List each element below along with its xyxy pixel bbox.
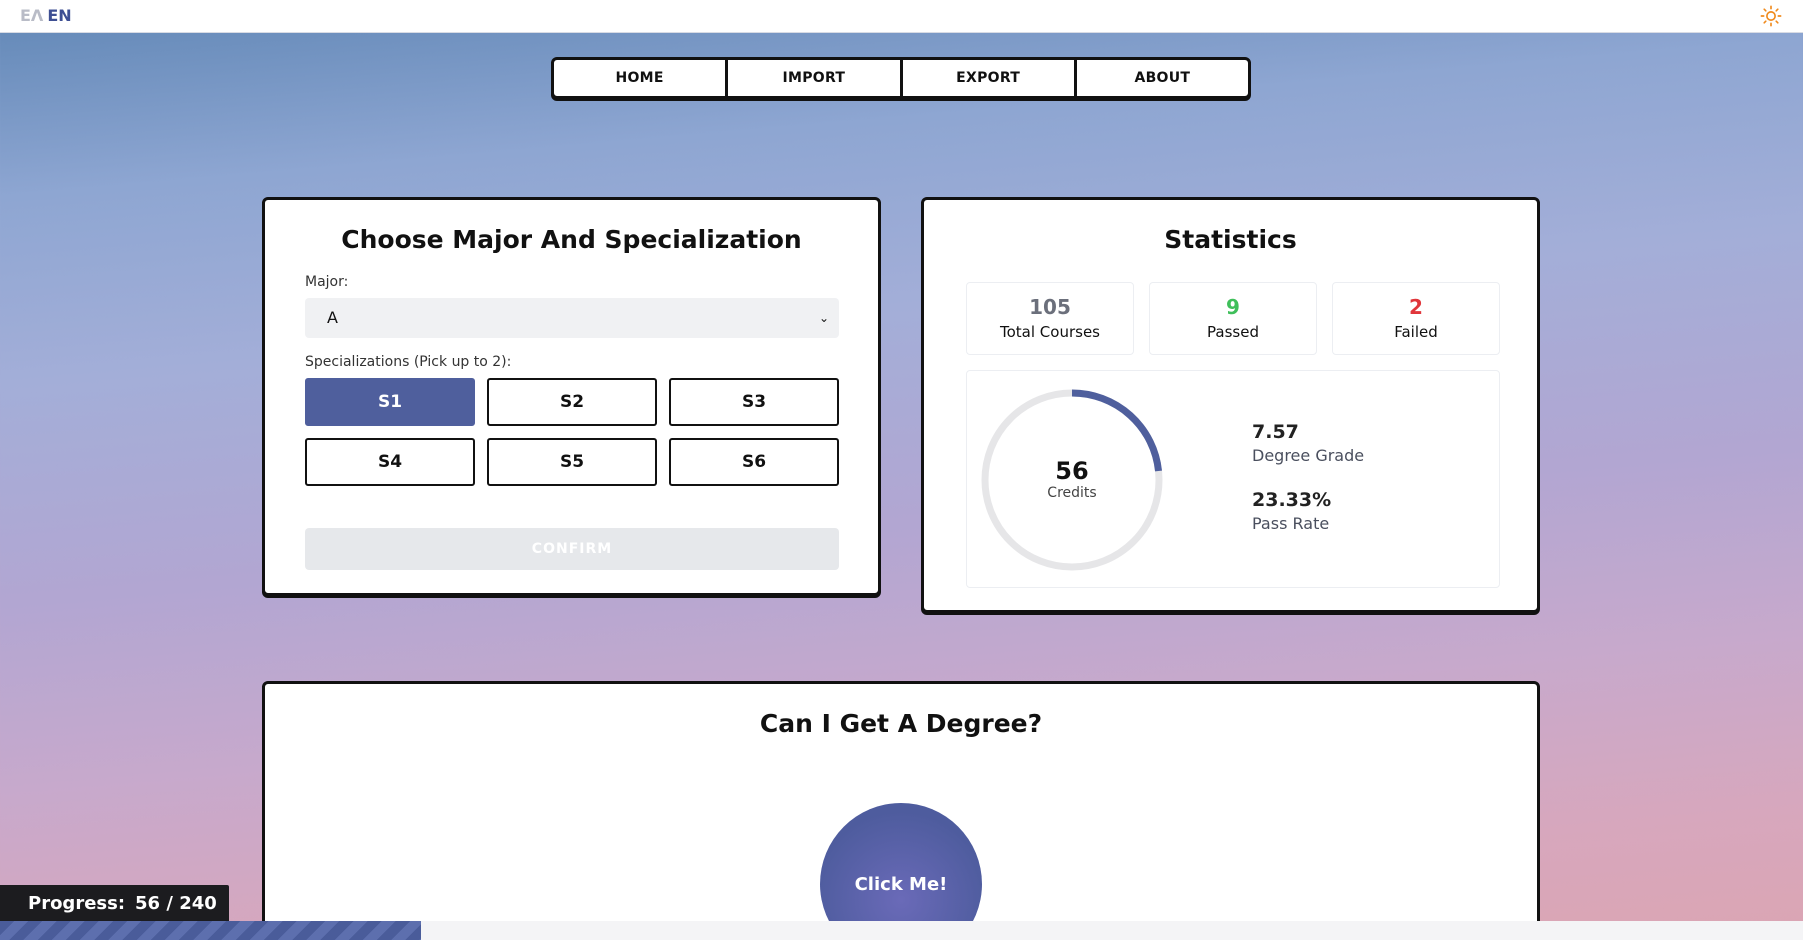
spec-button-s5[interactable]: S5 [487, 438, 657, 486]
credits-ring-arc [981, 389, 1163, 571]
progress-title: Progress: [28, 892, 126, 914]
pass-rate-label: Pass Rate [1252, 514, 1330, 533]
major-card: Choose Major And Specialization Major: A… [262, 197, 881, 596]
credits-ring [981, 389, 1163, 571]
sun-icon[interactable] [1760, 5, 1782, 27]
specializations-label: Specializations (Pick up to 2): [305, 354, 512, 370]
degree-card-title: Can I Get A Degree? [759, 709, 1043, 738]
statistics-title: Statistics [1164, 225, 1297, 254]
failed-label: Failed [1394, 323, 1438, 341]
total-courses-value: 105 [1029, 295, 1071, 319]
passed-box: 9 Passed [1149, 282, 1317, 355]
major-label: Major: [305, 274, 349, 290]
total-courses-box: 105 Total Courses [966, 282, 1134, 355]
passed-label: Passed [1207, 323, 1259, 341]
failed-value: 2 [1409, 295, 1423, 319]
main-nav: HOME IMPORT EXPORT ABOUT [551, 57, 1251, 99]
degree-grade-label: Degree Grade [1252, 446, 1365, 465]
pass-rate-metric: 23.33% Pass Rate [1252, 489, 1331, 533]
spec-button-s4[interactable]: S4 [305, 438, 475, 486]
top-bar: EΛ EN [0, 0, 1803, 33]
chevron-down-icon: ⌄ [818, 311, 829, 325]
failed-box: 2 Failed [1332, 282, 1500, 355]
progress-bar-fill [0, 921, 421, 940]
degree-grade-value: 7.57 [1252, 421, 1299, 443]
nav-import[interactable]: IMPORT [728, 60, 903, 96]
lang-option-english[interactable]: EN [47, 6, 72, 25]
degree-card: Can I Get A Degree? Click Me! [262, 681, 1540, 940]
progress-bar [0, 921, 1803, 940]
confirm-button[interactable]: CONFIRM [305, 528, 839, 570]
degree-grade-metric: 7.57 Degree Grade [1252, 421, 1364, 465]
pass-rate-value: 23.33% [1252, 489, 1332, 511]
passed-value: 9 [1226, 295, 1240, 319]
nav-export[interactable]: EXPORT [903, 60, 1077, 96]
spec-button-s2[interactable]: S2 [487, 378, 657, 426]
major-select[interactable]: A ⌄ [305, 298, 839, 338]
total-courses-label: Total Courses [1000, 323, 1100, 341]
credits-value: 56 [1055, 457, 1089, 485]
progress-value: 56 / 240 [135, 892, 217, 914]
progress-label: Progress: 56 / 240 [0, 885, 229, 921]
spec-button-s6[interactable]: S6 [669, 438, 839, 486]
major-select-value: A [327, 308, 338, 327]
credits-label: Credits [1047, 485, 1097, 501]
spec-button-s1[interactable]: S1 [305, 378, 475, 426]
spec-button-s3[interactable]: S3 [669, 378, 839, 426]
credits-panel: 56 Credits 7.57 Degree Grade 23.33% Pass… [966, 370, 1500, 588]
specializations-grid: S1 S2 S3 S4 S5 S6 [305, 378, 839, 486]
statistics-card: Statistics 105 Total Courses 9 Passed 2 … [921, 197, 1540, 613]
nav-about[interactable]: ABOUT [1134, 70, 1191, 86]
credits-center: 56 Credits [979, 387, 1165, 501]
major-card-title: Choose Major And Specialization [341, 225, 802, 254]
lang-option-greek[interactable]: EΛ [20, 6, 44, 25]
click-me-button[interactable]: Click Me! [820, 803, 982, 940]
language-switcher[interactable]: EΛ EN [20, 6, 72, 25]
nav-home[interactable]: HOME [554, 60, 729, 96]
